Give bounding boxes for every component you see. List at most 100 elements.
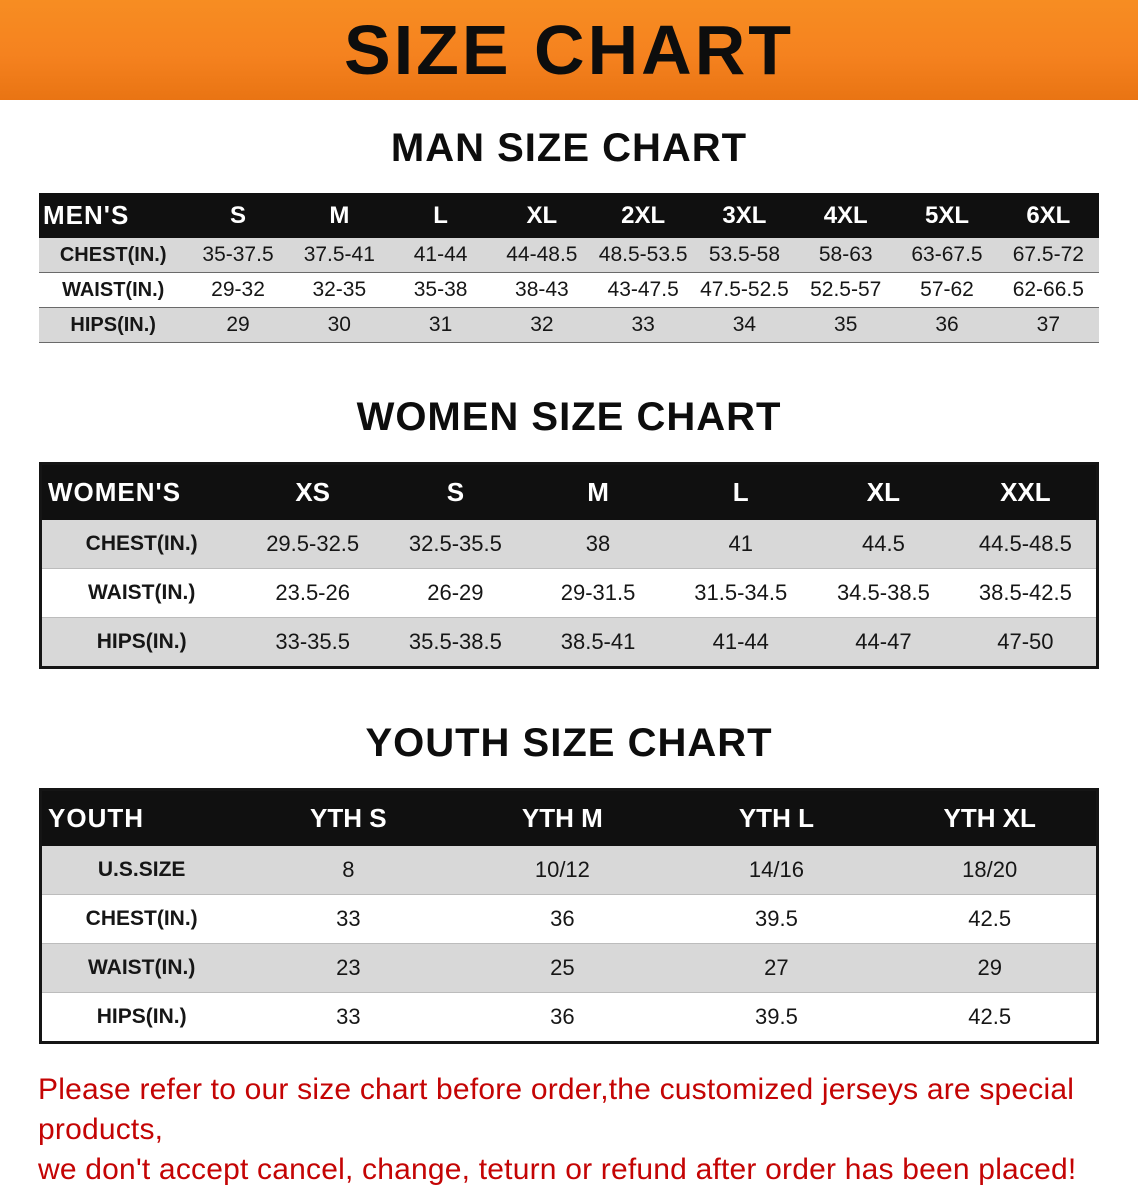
table-cell: 39.5 — [754, 906, 798, 931]
table-row: HIPS(IN.) 33 36 39.5 42.5 — [40, 992, 1098, 1043]
size-chart-banner: SIZE CHART — [0, 0, 1138, 100]
column-header: M — [288, 193, 390, 238]
column-header: S — [384, 463, 527, 520]
table-cell: 36 — [550, 1004, 575, 1029]
table-cell: 44.5-48.5 — [978, 531, 1072, 556]
table-cell: 29 — [226, 313, 250, 336]
women-size-table: WOMEN'S XS S M L XL XXL CHEST(IN.) 29.5-32.5 32.5… — [39, 462, 1099, 669]
row-label: CHEST(IN.) — [85, 532, 198, 555]
table-cell: 29 — [977, 955, 1002, 980]
column-header: 5XL — [896, 193, 998, 238]
table-cell: 35 — [834, 313, 858, 336]
table-cell: 29-31.5 — [560, 580, 636, 605]
column-header: 2XL — [592, 193, 694, 238]
row-label: CHEST(IN.) — [59, 243, 167, 266]
column-header: S — [187, 193, 289, 238]
table-row: WAIST(IN.) 23 25 27 29 — [40, 943, 1098, 993]
table-cell: 42.5 — [968, 1004, 1012, 1029]
table-header-row: MEN'S S M L XL 2XL 3XL 4XL 5XL 6XL — [39, 193, 1099, 238]
table-cell: 30 — [327, 313, 351, 336]
table-cell: 58-63 — [818, 243, 873, 266]
table-row: CHEST(IN.) 33 36 39.5 42.5 — [40, 894, 1098, 944]
table-cell: 44.5 — [862, 531, 905, 556]
youth-header-label: YOUTH — [40, 789, 242, 846]
row-label: U.S.SIZE — [97, 858, 186, 881]
table-cell: 37.5-41 — [303, 243, 375, 266]
table-cell: 33 — [336, 1004, 361, 1029]
table-cell: 32-35 — [312, 278, 367, 301]
table-cell: 10/12 — [534, 857, 590, 882]
table-cell: 36 — [550, 906, 575, 931]
table-cell: 47.5-52.5 — [700, 278, 789, 301]
men-size-chart-heading: MAN SIZE CHART — [390, 126, 748, 170]
row-label: HIPS(IN.) — [96, 1005, 187, 1028]
table-cell: 29-32 — [211, 278, 265, 301]
section-youth: YOUTH SIZE CHART YOUTH YTH S YTH M YTH L YTH … — [0, 721, 1138, 1044]
table-cell: 18/20 — [962, 857, 1018, 882]
table-cell: 42.5 — [968, 906, 1012, 931]
men-header-label: MEN'S — [39, 193, 188, 238]
table-cell: 53.5-58 — [708, 243, 781, 266]
table-row: CHEST(IN.) 35-37.5 37.5-41 41-44 44-48.5 48.5… — [39, 238, 1099, 273]
table-header-row: YOUTH YTH S YTH M YTH L YTH XL — [40, 789, 1098, 846]
table-cell: 38.5-41 — [560, 629, 636, 654]
table-header-row: WOMEN'S XS S M L XL XXL — [40, 463, 1098, 520]
table-cell: 38-43 — [515, 278, 569, 301]
table-row: HIPS(IN.) 29 30 31 32 33 34 35 36 37 — [39, 307, 1099, 343]
column-header: XS — [241, 463, 385, 520]
banner-title: SIZE CHART — [344, 11, 794, 89]
table-cell: 8 — [342, 857, 355, 882]
column-header: XL — [812, 463, 955, 520]
table-row: HIPS(IN.) 33-35.5 35.5-38.5 38.5-41 41-44 44-… — [40, 617, 1098, 668]
row-label: HIPS(IN.) — [96, 630, 187, 653]
youth-size-table: YOUTH YTH S YTH M YTH L YTH XL U.S.SIZE 8 10/12… — [39, 788, 1099, 1044]
table-row: WAIST(IN.) 29-32 32-35 35-38 38-43 43-47.5 47.… — [39, 272, 1099, 308]
table-cell: 34 — [732, 313, 757, 336]
table-row: CHEST(IN.) 29.5-32.5 32.5-35.5 38 41 44.5 44.5… — [40, 520, 1098, 569]
row-label: HIPS(IN.) — [70, 313, 156, 336]
women-size-chart-heading: WOMEN SIZE CHART — [356, 395, 782, 439]
table-cell: 62-66.5 — [1012, 278, 1084, 301]
table-cell: 32 — [530, 313, 554, 336]
men-size-table: MEN'S S M L XL 2XL 3XL 4XL 5XL 6XL CHEST(IN.) 35-37… — [39, 193, 1099, 343]
table-cell: 47-50 — [997, 629, 1054, 654]
table-cell: 43-47.5 — [607, 278, 679, 301]
table-cell: 23.5-26 — [275, 580, 350, 605]
table-cell: 37 — [1036, 313, 1060, 336]
column-header: YTH M — [455, 789, 670, 846]
table-cell: 44-47 — [855, 629, 912, 654]
youth-size-chart-heading: YOUTH SIZE CHART — [365, 721, 773, 765]
column-header: YTH L — [669, 789, 884, 846]
table-cell: 31.5-34.5 — [694, 580, 788, 605]
table-cell: 63-67.5 — [911, 243, 983, 266]
column-header: M — [526, 463, 670, 520]
table-cell: 31 — [428, 313, 453, 336]
table-cell: 33-35.5 — [275, 629, 350, 654]
table-cell: 36 — [935, 313, 959, 336]
table-cell: 52.5-57 — [810, 278, 882, 301]
table-row: U.S.SIZE 8 10/12 14/16 18/20 — [40, 846, 1098, 895]
row-label: WAIST(IN.) — [62, 278, 165, 301]
disclaimer: Please refer to our size chart before or… — [38, 1070, 1118, 1190]
table-cell: 44-48.5 — [506, 243, 578, 266]
section-men: MAN SIZE CHART MEN'S S M L XL 2XL 3XL 4XL 5XL 6XL C… — [0, 126, 1138, 343]
table-cell: 32.5-35.5 — [408, 531, 502, 556]
column-header: XL — [491, 193, 593, 238]
column-header: YTH XL — [883, 789, 1098, 846]
column-header: L — [669, 463, 813, 520]
disclaimer-line-2: we don't accept cancel, change, teturn o… — [38, 1152, 1077, 1186]
table-cell: 26-29 — [427, 580, 484, 605]
table-cell: 33 — [631, 313, 655, 336]
row-label: WAIST(IN.) — [88, 581, 196, 604]
table-cell: 67.5-72 — [1012, 243, 1084, 266]
table-cell: 23 — [336, 955, 361, 980]
disclaimer-line-1: Please refer to our size chart before or… — [38, 1073, 1075, 1146]
women-header-label: WOMEN'S — [40, 463, 242, 520]
section-women: WOMEN SIZE CHART WOMEN'S XS S M L XL XXL CHEST(I… — [0, 395, 1138, 669]
table-cell: 48.5-53.5 — [598, 243, 688, 266]
table-cell: 41 — [728, 531, 753, 556]
table-cell: 35.5-38.5 — [408, 629, 502, 654]
table-cell: 38 — [585, 531, 611, 556]
size-chart-sections: MAN SIZE CHART MEN'S S M L XL 2XL 3XL 4XL 5XL 6XL C… — [0, 126, 1138, 1044]
table-cell: 27 — [764, 955, 789, 980]
